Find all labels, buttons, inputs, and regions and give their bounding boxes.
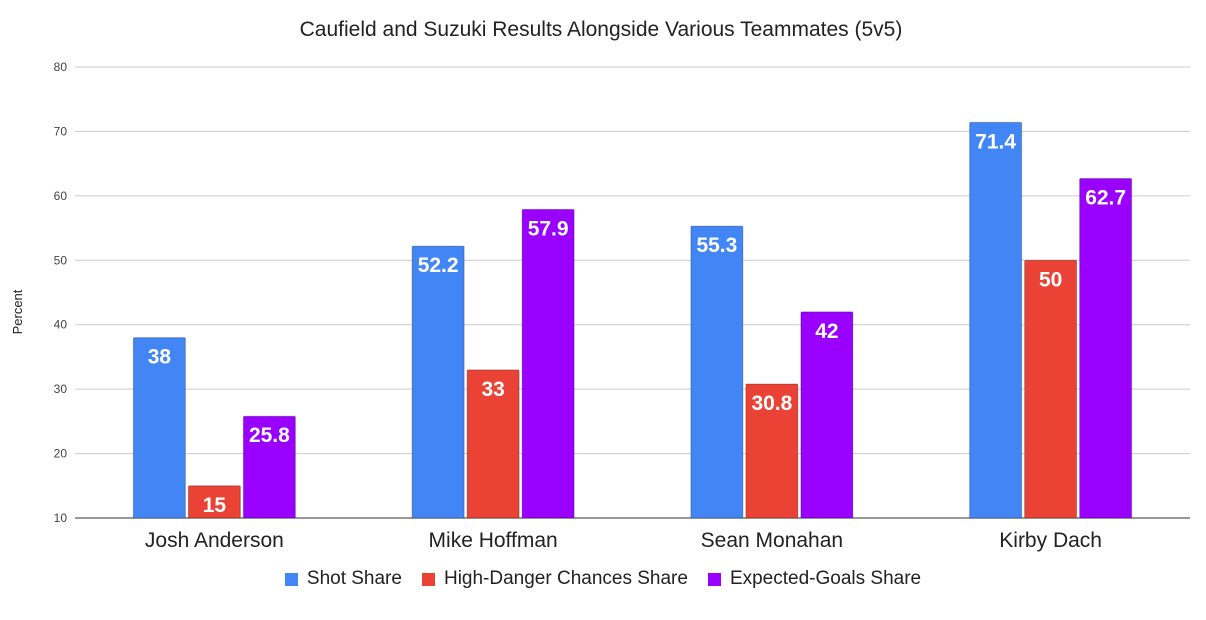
data-label: 62.7 [1085, 186, 1126, 209]
x-tick-labels: Josh Anderson Mike Hoffman Sean Monahan Kir… [145, 529, 1102, 552]
y-tick-label: 80 [54, 60, 68, 74]
legend-item: Shot Share [284, 568, 402, 590]
bar [969, 121, 1023, 519]
legend-label: Shot Share [306, 568, 402, 589]
bar [411, 245, 465, 519]
legend-label: High-Danger Chances Share [443, 568, 688, 589]
data-label: 33 [481, 378, 504, 401]
bar [466, 369, 520, 519]
bar [690, 225, 744, 519]
x-tick-label: Mike Hoffman [429, 529, 558, 552]
gridlines [75, 66, 1190, 519]
legend-swatch [421, 572, 435, 586]
data-label: 71.4 [975, 130, 1016, 153]
bar [1079, 177, 1133, 519]
data-label: 55.3 [696, 234, 737, 257]
legend-swatch [284, 572, 298, 586]
bars [132, 121, 1133, 519]
data-label: 30.8 [751, 392, 792, 415]
bar [745, 383, 799, 519]
x-tick-label: Josh Anderson [145, 529, 284, 552]
y-tick-label: 10 [54, 511, 68, 525]
bar [1024, 259, 1078, 519]
bar [521, 208, 575, 519]
x-tick-label: Sean Monahan [701, 529, 843, 552]
x-tick-label: Kirby Dach [999, 529, 1102, 552]
y-tick-label: 30 [54, 382, 68, 396]
y-tick-label: 40 [54, 318, 68, 332]
bar [242, 415, 296, 519]
data-label: 15 [203, 494, 227, 517]
data-label: 25.8 [249, 424, 290, 447]
data-label: 57.9 [528, 217, 569, 240]
y-tick-label: 60 [54, 189, 68, 203]
data-label: 52.2 [418, 254, 459, 277]
bar [132, 337, 186, 519]
y-tick-label: 70 [54, 124, 68, 138]
legend-label: Expected-Goals Share [729, 568, 922, 589]
legend-item: Expected-Goals Share [707, 568, 922, 590]
y-tick-label: 20 [54, 447, 68, 461]
data-label: 38 [148, 346, 172, 369]
chart: Caufield and Suzuki Results Alongside Va… [10, 18, 1190, 552]
data-label: 50 [1039, 268, 1062, 291]
legend-item: High-Danger Chances Share [421, 568, 688, 590]
legend: Shot Share High-Danger Chances Share Expec… [0, 568, 1206, 590]
y-tick-label: 50 [54, 253, 68, 267]
legend-swatch [707, 572, 721, 586]
bar [800, 311, 854, 519]
bar [187, 485, 241, 519]
data-labels: 38 15 25.8 52.2 33 57.9 55.3 30.8 42 71.4 50 62.7 [148, 130, 1126, 516]
chart-title: Caufield and Suzuki Results Alongside Va… [300, 18, 903, 41]
data-label: 42 [815, 320, 838, 343]
y-axis-label: Percent [10, 289, 25, 334]
y-tick-labels: 10 20 30 40 50 60 70 80 [54, 60, 68, 525]
